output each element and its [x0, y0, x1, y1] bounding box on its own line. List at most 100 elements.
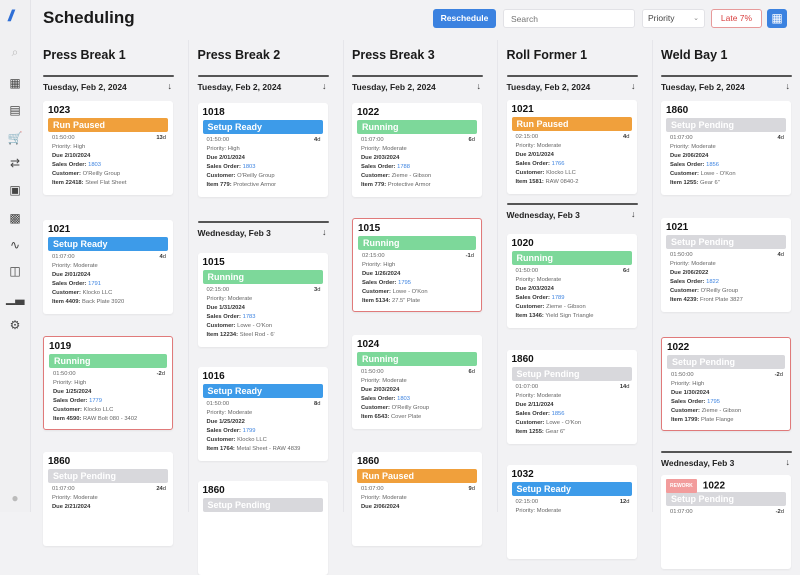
job-card[interactable]: 1860 Setup Pending 01:07:00 14d Priority: Mo… — [506, 350, 637, 444]
reschedule-button[interactable]: Reschedule — [433, 9, 496, 28]
job-id: 1022 — [667, 342, 785, 354]
date-group-header[interactable]: Wednesday, Feb 3 ↓ — [197, 221, 329, 238]
sales-order-link[interactable]: 1766 — [551, 161, 565, 167]
job-card[interactable]: 1021 Setup Pending 01:50:00 4d Priority: Mod… — [661, 218, 791, 312]
sales-order-link[interactable]: 1795 — [707, 399, 720, 405]
job-card[interactable]: 1022 Setup Pending 01:50:00 -2d Priority: Hi… — [661, 337, 791, 431]
job-card[interactable]: 1032 Setup Ready 02:15:00 12d Priority: Mode… — [506, 465, 637, 559]
customer-line: Customer: Klocko LLC — [206, 437, 267, 443]
sales-order-link[interactable]: 1803 — [242, 164, 256, 170]
sales-order-line: Sales Order: 1779 — [53, 398, 102, 404]
date-group-header[interactable]: Tuesday, Feb 2, 2024 ↓ — [43, 75, 174, 92]
search-icon[interactable]: ⌕ — [11, 45, 19, 59]
sales-order-link[interactable]: 1856 — [551, 411, 565, 417]
date-label: Tuesday, Feb 2, 2024 — [661, 82, 745, 92]
sales-order-link[interactable]: 1856 — [706, 162, 719, 168]
priority-line: Priority: High — [53, 380, 87, 386]
cart-icon[interactable]: 🛒 — [7, 131, 23, 145]
arrow-down-icon[interactable]: ↓ — [631, 81, 636, 91]
calendar-icon[interactable]: ▣ — [9, 183, 21, 197]
job-card[interactable]: 1016 Setup Ready 01:50:00 8d Priority: Moder… — [197, 367, 328, 461]
transfer-icon[interactable]: ⇄ — [9, 156, 21, 170]
sales-order-link[interactable]: 1795 — [398, 280, 411, 286]
customer-line: Customer: O'Reilly Group — [52, 171, 121, 177]
job-card[interactable]: 1860 Setup Pending — [197, 481, 328, 575]
dashboard-icon[interactable]: ▦ — [9, 76, 21, 90]
sales-order-link[interactable]: 1791 — [88, 281, 101, 287]
job-card[interactable]: 1023 Run Paused 01:50:00 13d Priority: High D… — [43, 101, 173, 195]
date-group-header[interactable]: Wednesday, Feb 3 ↓ — [506, 203, 638, 220]
job-card[interactable]: 1019 Running 01:50:00 -2d Priority: High Due … — [43, 336, 173, 430]
sales-order-link[interactable]: 1788 — [397, 164, 410, 170]
activity-icon[interactable]: ∿ — [9, 238, 21, 252]
job-card[interactable]: 1860 Setup Pending 01:07:00 24d Priority: Mo… — [43, 452, 173, 546]
job-card[interactable]: 1018 Setup Ready 01:50:00 4d Priority: High D… — [197, 103, 328, 197]
customer-line: Customer: Zieme - Gibson — [515, 304, 586, 310]
run-time-line: 01:07:00 -2d — [666, 508, 786, 517]
sales-order-link[interactable]: 1783 — [242, 314, 256, 320]
sales-order-link[interactable]: 1799 — [242, 428, 256, 434]
due-line: Due 1/31/2024 — [206, 305, 245, 311]
item-description: Steel Flat Sheet — [85, 180, 127, 186]
search-input[interactable] — [503, 9, 635, 28]
run-time: 01:07:00 — [515, 384, 539, 390]
job-card[interactable]: 1022 Running 01:07:00 6d Priority: Moderate D… — [352, 103, 482, 197]
sales-order-link[interactable]: 1779 — [89, 398, 102, 404]
run-time-line: 01:50:00 -2d — [49, 370, 167, 379]
item-description: Gear 6" — [699, 180, 720, 186]
date-group-header[interactable]: Tuesday, Feb 2, 2024 ↓ — [661, 75, 792, 92]
date-group-header[interactable]: Wednesday, Feb 3 ↓ — [661, 451, 792, 468]
machines-icon[interactable]: ▩ — [9, 211, 21, 225]
arrow-down-icon[interactable]: ↓ — [631, 209, 636, 219]
job-card[interactable]: 1860 Run Paused 01:07:00 9d Priority: Modera… — [352, 452, 482, 546]
grid-view-button[interactable]: ▦ — [767, 9, 787, 28]
clipboard-icon[interactable]: ▤ — [9, 103, 21, 117]
sales-order-link[interactable]: 1803 — [397, 396, 410, 402]
run-time: 01:07:00 — [670, 135, 693, 141]
item-line: Item 5134: 27.5" Plate — [362, 298, 421, 304]
inventory-icon[interactable]: ◫ — [9, 264, 21, 278]
days-remaining: 4d — [777, 135, 784, 141]
job-card[interactable]: 1021 Setup Ready 01:07:00 4d Priority: Moder… — [43, 220, 173, 314]
job-card[interactable]: 1860 Setup Pending 01:07:00 4d Priority: Mod… — [661, 101, 791, 195]
priority-line: Priority: High — [671, 381, 705, 387]
due-line: Due 2/03/2024 — [361, 155, 400, 161]
sales-order-link[interactable]: 1789 — [551, 295, 565, 301]
job-number: 1015 — [358, 223, 381, 234]
sales-order-link[interactable]: 1822 — [706, 279, 719, 285]
date-group-header[interactable]: Tuesday, Feb 2, 2024 ↓ — [197, 75, 329, 92]
arrow-down-icon[interactable]: ↓ — [785, 457, 791, 467]
item-line: Item 1346: Yield Sign Triangle — [515, 313, 594, 319]
divider — [506, 203, 638, 205]
sales-order-line: Sales Order: 1803 — [52, 162, 101, 168]
sort-select[interactable]: Priority ⌄ — [642, 9, 705, 28]
arrow-down-icon[interactable]: ↓ — [785, 81, 791, 91]
job-card[interactable]: 1021 Run Paused 02:15:00 4d Priority: Modera… — [506, 100, 637, 194]
grid-icon: ▦ — [771, 11, 783, 25]
arrow-down-icon[interactable]: ↓ — [476, 81, 482, 91]
job-id: 1016 — [203, 371, 323, 383]
date-group-header[interactable]: Tuesday, Feb 2, 2024 ↓ — [506, 75, 638, 92]
page-title: Scheduling — [43, 8, 135, 27]
customer: Zieme - Gibson — [701, 408, 742, 414]
date-group-header[interactable]: Tuesday, Feb 2, 2024 ↓ — [352, 75, 483, 92]
job-card[interactable]: 1015 Running 02:15:00 3d Priority: Moderate D… — [197, 253, 328, 347]
priority-line: Priority: Moderate — [515, 508, 562, 514]
user-icon[interactable]: ● — [11, 491, 19, 505]
arrow-down-icon[interactable]: ↓ — [322, 227, 327, 237]
job-card[interactable]: 1020 Running 01:50:00 6d Priority: Moderate D… — [506, 234, 637, 328]
due-line: Due 2/06/2024 — [670, 153, 709, 159]
due-date: 2/06/2024 — [373, 504, 400, 510]
reports-icon[interactable]: ▁▃ — [6, 291, 25, 305]
late-filter-button[interactable]: Late 7% — [711, 9, 762, 28]
arrow-down-icon[interactable]: ↓ — [167, 81, 173, 91]
job-card[interactable]: REWORK 1022 Setup Pending 01:07:00 -2d — [661, 475, 791, 569]
job-id: 1024 — [357, 339, 477, 351]
priority: Moderate — [227, 410, 253, 416]
job-card[interactable]: 1024 Running 01:50:00 6d Priority: Moderate D… — [352, 335, 482, 429]
item-line: Item 4590: RAW Bolt 080 - 3402 — [53, 416, 138, 422]
settings-icon[interactable]: ⚙ — [9, 318, 21, 332]
job-card[interactable]: 1015 Running 02:15:00 -1d Priority: High Due … — [352, 218, 482, 312]
arrow-down-icon[interactable]: ↓ — [322, 81, 327, 91]
sales-order-link[interactable]: 1803 — [88, 162, 101, 168]
